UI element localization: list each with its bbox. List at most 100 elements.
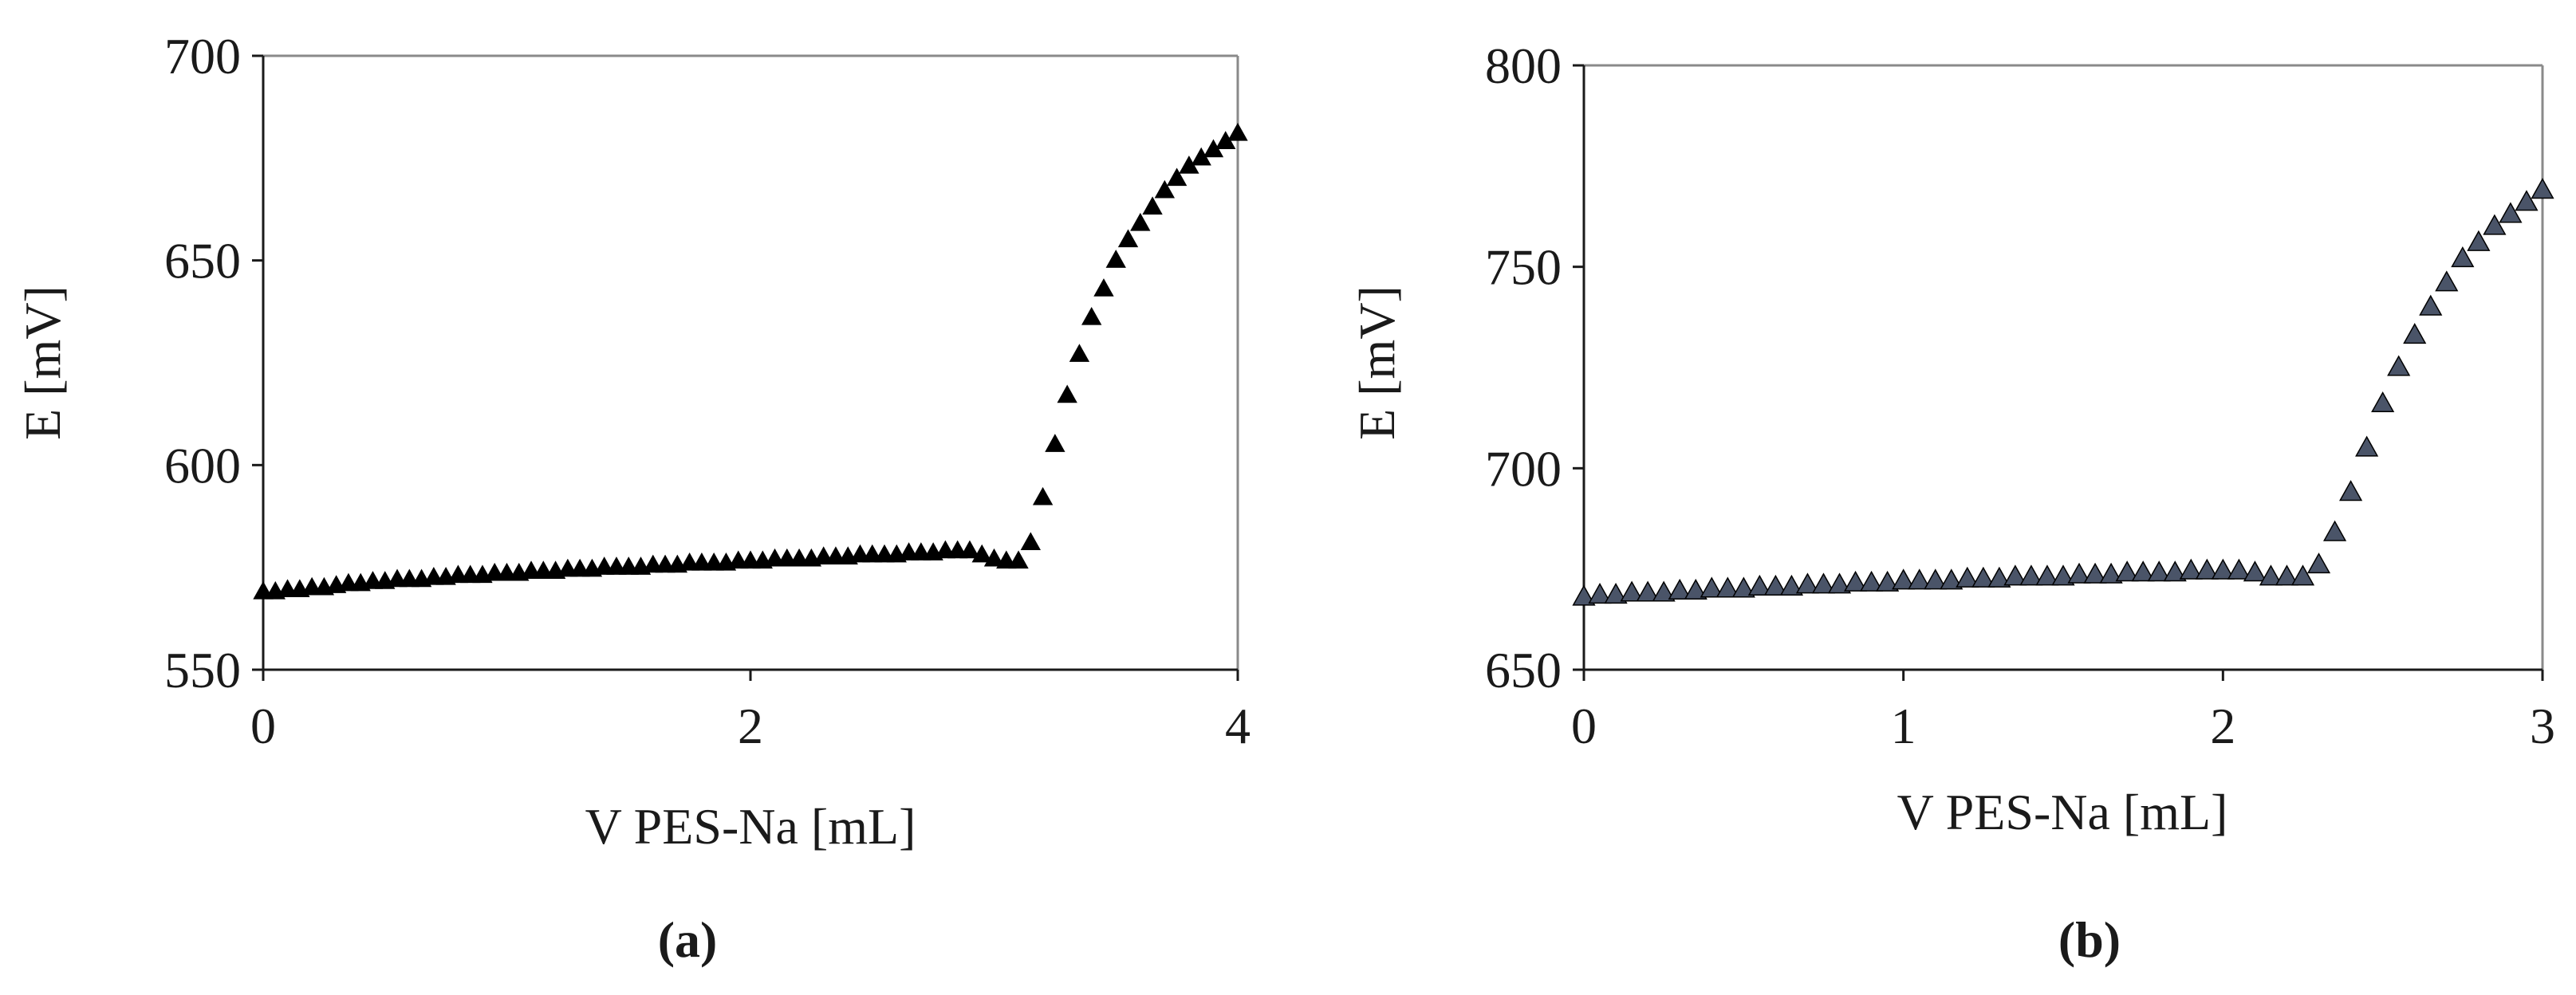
y-tick-label: 650: [164, 233, 241, 289]
data-point: [825, 546, 846, 564]
data-point: [2083, 562, 2107, 584]
data-point: [862, 544, 883, 563]
x-tick-label: 0: [1571, 698, 1597, 754]
data-point: [2499, 202, 2523, 223]
data-point: [2243, 560, 2267, 582]
data-point: [1008, 550, 1029, 569]
data-point: [1987, 566, 2011, 588]
data-point: [1117, 229, 1139, 248]
data-point: [253, 580, 274, 600]
data-point: [606, 556, 627, 575]
data-point: [1636, 580, 1660, 602]
data-point: [1069, 344, 1090, 362]
x-tick-label: 2: [2210, 698, 2235, 754]
data-point: [1811, 572, 1836, 594]
data-point: [399, 568, 419, 588]
data-point: [1588, 582, 1612, 604]
data-point: [459, 564, 481, 584]
data-point: [2211, 558, 2235, 580]
data-point: [898, 542, 920, 560]
data-point: [1105, 250, 1126, 268]
data-point: [2003, 564, 2027, 586]
data-point: [2275, 564, 2299, 586]
data-point: [1227, 122, 1248, 141]
data-point: [2322, 520, 2347, 541]
data-point: [618, 556, 639, 575]
data-point: [521, 560, 542, 579]
data-point: [2115, 560, 2139, 582]
data-point: [1572, 584, 1596, 606]
axis-ticks: 650 700 750 800 0 1 2 3: [1485, 37, 2555, 754]
data-point: [387, 568, 408, 588]
data-point: [2467, 230, 2491, 251]
data-point: [728, 550, 749, 569]
x-tick-label: 0: [250, 698, 276, 754]
y-tick-label: 550: [164, 642, 241, 698]
chart-panel-a: 550 600 650 700 0 2 4 V PES-Na [mL] E [mV] (a): [14, 28, 1251, 968]
data-point: [557, 558, 578, 577]
data-point: [484, 562, 505, 581]
data-point: [277, 579, 298, 598]
data-point: [2515, 190, 2539, 211]
y-axis-label: E [mV]: [14, 285, 71, 440]
data-point: [2483, 214, 2507, 235]
y-tick-label: 650: [1485, 642, 1562, 698]
data-point: [1731, 576, 1755, 598]
data-point: [1045, 434, 1065, 452]
data-point: [423, 566, 444, 585]
data-point: [2147, 560, 2171, 582]
data-point: [2019, 564, 2043, 586]
data-point: [1620, 580, 1644, 602]
data-point: [691, 552, 712, 571]
data-point: [2451, 246, 2475, 268]
y-tick-label: 800: [1485, 37, 1562, 94]
data-point: [1668, 578, 1692, 600]
data-point: [496, 562, 518, 581]
data-point: [1652, 580, 1676, 602]
data-point: [959, 540, 980, 559]
data-point: [2306, 553, 2331, 574]
data-point: [1876, 570, 1900, 592]
data-point: [301, 576, 322, 596]
data-point: [2163, 560, 2187, 582]
data-point: [362, 571, 384, 589]
data-point: [849, 544, 871, 563]
data-point: [1763, 574, 1787, 596]
data-point: [1093, 278, 1114, 297]
data-markers: [1572, 178, 2554, 606]
data-point: [2371, 391, 2395, 413]
axis-ticks: 550 600 650 700 0 2 4: [164, 28, 1251, 754]
data-point: [1154, 179, 1176, 199]
data-point: [2051, 564, 2075, 586]
data-point: [2259, 564, 2283, 586]
data-point: [2035, 564, 2059, 586]
data-point: [1715, 576, 1739, 598]
data-point: [1130, 212, 1151, 231]
x-tick-label: 1: [1891, 698, 1916, 754]
data-point: [338, 572, 359, 592]
panel-label: (b): [2058, 911, 2121, 968]
data-point: [996, 550, 1017, 569]
data-point: [1020, 532, 1042, 551]
y-axis-label: E [mV]: [1349, 285, 1405, 440]
data-point: [1032, 486, 1054, 505]
data-point: [447, 564, 469, 584]
data-point: [947, 540, 968, 559]
data-point: [1684, 578, 1707, 600]
data-point: [1081, 306, 1102, 325]
data-point: [874, 544, 895, 563]
data-point: [911, 542, 932, 560]
data-point: [703, 552, 724, 571]
x-axis-label: V PES-Na [mL]: [1897, 784, 2228, 840]
data-point: [569, 558, 590, 577]
x-tick-label: 3: [2530, 698, 2555, 754]
data-point: [2339, 480, 2363, 501]
data-point: [935, 540, 956, 559]
y-tick-label: 600: [164, 437, 241, 494]
chart-panel-b: 650 700 750 800 0 1 2 3 V PES-Na [mL] E [mV] (b…: [1349, 37, 2555, 968]
x-axis-label: V PES-Na [mL]: [585, 798, 916, 855]
data-markers: [253, 122, 1248, 600]
y-tick-label: 750: [1485, 239, 1562, 296]
data-point: [777, 548, 798, 567]
